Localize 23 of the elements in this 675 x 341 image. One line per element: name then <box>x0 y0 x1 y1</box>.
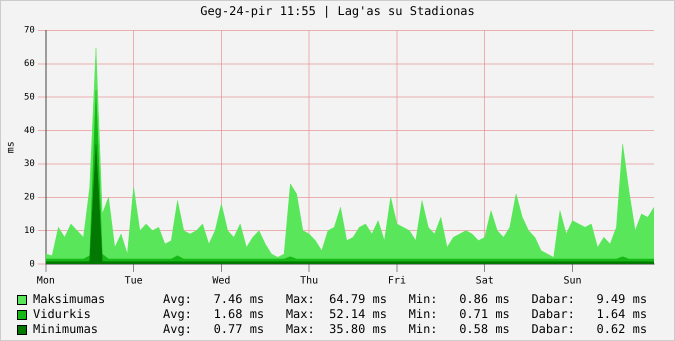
chart-title: Geg-24-pir 11:55 | Lag'as su Stadionas <box>199 3 476 20</box>
y-tick-label: 40 <box>24 126 35 136</box>
text: Avg: 7.46 ms Max: 64.79 ms Min: 0.86 ms Dabar: 9.49 ms <box>163 292 648 307</box>
y-tick-label: 30 <box>24 159 35 170</box>
text: Avg: 0.77 ms Max: 35.80 ms Min: 0.58 ms Dabar: 0.62 ms <box>163 322 648 337</box>
y-tick-label: 0 <box>29 259 35 270</box>
x-tick-label: Fri <box>388 276 406 287</box>
x-tick-label: Wed <box>212 276 230 287</box>
legend-label: Vidurkis <box>33 307 92 322</box>
x-tick-label: Sun <box>563 276 582 287</box>
y-tick-label: 70 <box>24 26 35 36</box>
x-tick-label: Mon <box>36 276 55 287</box>
legend-label: Minimumas <box>33 322 100 337</box>
y-tick-label: 20 <box>24 192 35 203</box>
y-tick-label: 60 <box>24 59 35 70</box>
y-axis-title: ms <box>6 141 17 154</box>
y-tick-label: 10 <box>24 226 35 236</box>
y-tick-label: 50 <box>24 92 35 102</box>
legend-label: Maksimumas <box>33 292 106 307</box>
text: Avg: 1.68 ms Max: 52.14 ms Min: 0.71 ms Dabar: 1.64 ms <box>163 307 648 322</box>
x-tick-label: Sat <box>476 276 494 287</box>
x-tick-label: Tue <box>124 276 143 287</box>
x-tick-label: Thu <box>300 276 318 287</box>
